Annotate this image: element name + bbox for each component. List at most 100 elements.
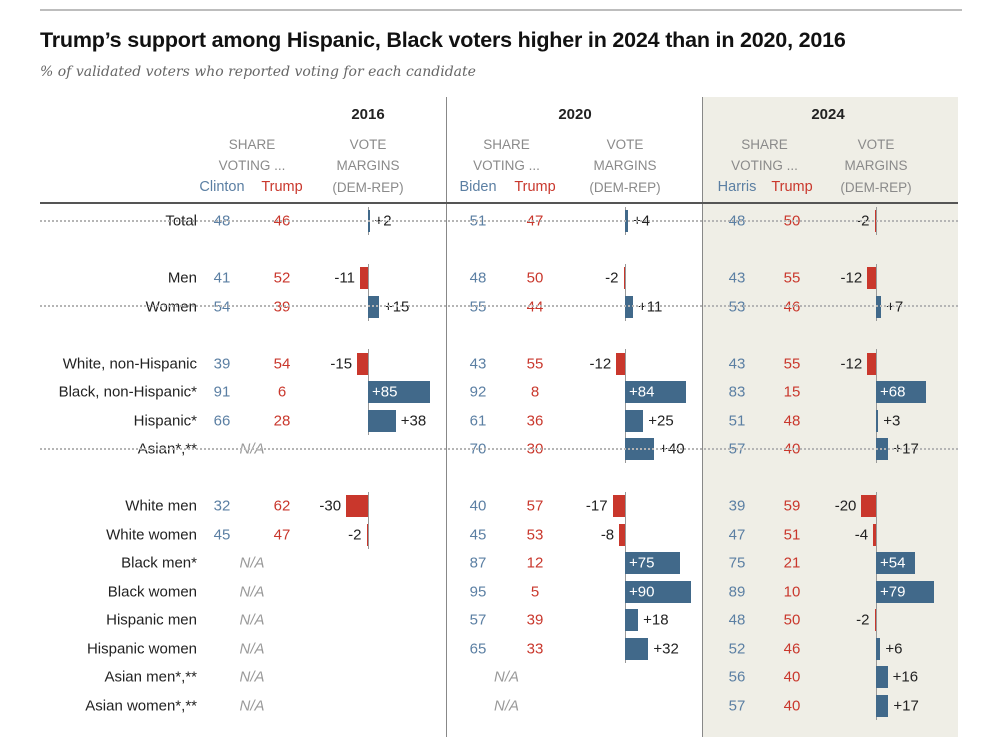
- margin-header: (DEM-REP): [840, 180, 912, 195]
- na-value: N/A: [239, 554, 265, 572]
- rep-share: 51: [783, 526, 801, 543]
- divider-2020-2024: [702, 97, 703, 737]
- rep-margin-bar: [357, 352, 368, 375]
- rep-margin-bar: [359, 267, 368, 289]
- dem-candidate-2016: Clinton: [199, 179, 245, 195]
- row-label: Hispanic*: [133, 412, 197, 429]
- dem-share: 92: [469, 383, 487, 401]
- dem-margin-bar: [876, 694, 889, 717]
- rep-margin-bar: [619, 523, 625, 546]
- na-value: N/A: [493, 697, 520, 714]
- margin-label: -12: [840, 269, 863, 287]
- margin-label: -2: [856, 611, 870, 629]
- row-label: White, non-Hispanic: [62, 355, 197, 372]
- rep-margin-bar: [867, 352, 876, 375]
- dem-share: 51: [728, 412, 746, 429]
- rep-margin-bar: [366, 523, 368, 546]
- margin-label: -2: [605, 269, 619, 287]
- rep-share: 55: [783, 355, 801, 372]
- dem-share: 45: [469, 526, 487, 543]
- dem-margin-bar: [876, 381, 926, 403]
- margin-header: MARGINS: [336, 158, 400, 173]
- dem-margin-bar: [625, 381, 687, 403]
- dem-share: 45: [213, 526, 231, 543]
- rep-candidate-2016: Trump: [261, 179, 303, 195]
- margin-label: -17: [585, 497, 608, 515]
- margin-label: -11: [334, 269, 355, 287]
- rep-share: 55: [783, 269, 801, 287]
- margin-header: MARGINS: [593, 158, 657, 173]
- rep-share: 53: [526, 526, 544, 543]
- na-value: N/A: [239, 583, 265, 600]
- margin-header: MARGINS: [844, 158, 908, 173]
- dem-share: 43: [469, 355, 487, 372]
- zero-axis: [625, 349, 626, 378]
- section-separator: [40, 305, 958, 308]
- zero-axis: [368, 263, 369, 293]
- margin-label: -2: [348, 526, 362, 543]
- margin-header: VOTE: [349, 137, 387, 152]
- dem-margin-bar: [625, 609, 639, 631]
- dem-share: 48: [469, 269, 487, 287]
- header-rule: [40, 202, 958, 204]
- margin-label: +3: [883, 412, 901, 429]
- share-header: VOTING ...: [731, 158, 798, 173]
- chart-subtitle: % of validated voters who reported votin…: [40, 64, 476, 80]
- dem-margin-bar: [625, 637, 649, 660]
- year-header-2020: 2020: [558, 106, 592, 123]
- rep-share: 6: [277, 383, 287, 401]
- rep-margin-bar: [867, 267, 876, 289]
- margin-label: +17: [893, 697, 919, 714]
- year-header-2016: 2016: [351, 106, 385, 123]
- dem-share: 83: [728, 383, 746, 401]
- dem-margin-bar: [625, 552, 680, 574]
- dem-margin-bar: [368, 409, 396, 432]
- section-separator: [40, 447, 958, 450]
- na-value: N/A: [239, 640, 265, 657]
- rep-share: 8: [530, 383, 540, 401]
- margin-label: -20: [834, 497, 857, 515]
- dem-margin-bar: [368, 381, 431, 403]
- rep-share: 46: [783, 640, 801, 657]
- dem-candidate-2024: Harris: [717, 179, 757, 195]
- rep-share: 62: [273, 497, 291, 515]
- dem-share: 43: [728, 269, 746, 287]
- dem-share: 87: [469, 554, 487, 572]
- dem-share: 47: [728, 526, 746, 543]
- dem-share: 57: [469, 611, 487, 629]
- dem-margin-bar: [876, 580, 934, 603]
- dem-share: 39: [213, 355, 231, 372]
- year-header-2024: 2024: [811, 106, 845, 123]
- rep-share: 33: [526, 640, 544, 657]
- zero-axis: [625, 263, 626, 293]
- rep-margin-bar: [612, 495, 625, 517]
- dem-share: 91: [213, 383, 231, 401]
- row-label: Asian women*,**: [85, 697, 197, 714]
- rep-margin-bar: [874, 609, 876, 631]
- na-value: N/A: [239, 611, 265, 629]
- margin-label: -30: [319, 497, 342, 515]
- margin-label: +38: [400, 412, 427, 429]
- chart-title: Trump’s support among Hispanic, Black vo…: [40, 28, 846, 52]
- section-separator: [40, 219, 958, 222]
- share-header: SHARE: [483, 137, 530, 152]
- zero-axis: [368, 520, 369, 549]
- dem-margin-bar: [876, 666, 888, 688]
- dem-share: 41: [213, 269, 231, 287]
- share-header: SHARE: [741, 137, 788, 152]
- dem-margin-bar: [876, 409, 879, 432]
- margin-header: VOTE: [606, 137, 644, 152]
- row-label: White women: [106, 526, 197, 543]
- divider-2016-2020: [446, 97, 447, 737]
- rep-share: 48: [783, 412, 801, 429]
- share-header: VOTING ...: [473, 158, 540, 173]
- dem-share: 89: [728, 583, 746, 600]
- rep-share: 54: [273, 355, 291, 372]
- zero-axis: [876, 520, 877, 549]
- row-label: Asian men*,**: [104, 668, 197, 686]
- rep-share: 15: [783, 383, 801, 401]
- zero-axis: [625, 520, 626, 549]
- margin-label: +54: [880, 554, 906, 572]
- rep-share: 40: [783, 697, 801, 714]
- margin-label: -15: [330, 355, 353, 372]
